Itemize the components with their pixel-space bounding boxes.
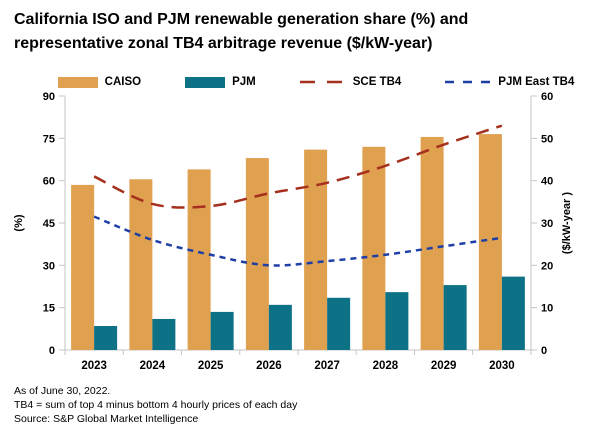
footnote-source: Source: S&P Global Market Intelligence	[14, 413, 199, 425]
right-axis-tick-label: 50	[541, 133, 553, 145]
bar-pjm-2029	[443, 285, 467, 350]
line-sce-tb4	[93, 124, 503, 209]
bar-caiso-2029	[420, 136, 444, 350]
chart-title-line2: representative zonal TB4 arbitrage reven…	[14, 35, 433, 52]
line-pjm-east-tb4	[93, 215, 503, 267]
right-axis-tick-label: 10	[541, 303, 553, 315]
left-axis-title: (%)	[13, 214, 25, 231]
legend-item-sce-tb4: SCE TB4	[299, 76, 402, 88]
bar-caiso-2023	[71, 184, 95, 350]
legend-label-sce-tb4: SCE TB4	[352, 76, 402, 88]
pjm-swatch	[185, 76, 226, 88]
bar-pjm-2025	[210, 311, 234, 350]
right-axis-tick-label: 20	[541, 260, 553, 272]
x-axis-year-label: 2027	[314, 360, 340, 372]
chart-title: California ISO and PJM renewable generat…	[14, 8, 468, 56]
x-axis-year-label: 2024	[140, 360, 166, 372]
footnote-as-of: As of June 30, 2022.	[14, 385, 111, 397]
legend-item-pjm: PJM	[185, 76, 256, 88]
footnote-tb4-definition: TB4 = sum of top 4 minus bottom 4 hourly…	[14, 399, 298, 411]
right-axis-tick-label: 60	[541, 91, 553, 103]
bar-pjm-2027	[327, 297, 351, 350]
legend-label-pjm: PJM	[232, 76, 256, 88]
right-axis-tick-label: 30	[541, 218, 553, 230]
legend-item-pjm-east-tb4: PJM East TB4	[445, 76, 574, 88]
x-axis-year-label: 2028	[373, 360, 399, 372]
bar-caiso-2025	[187, 169, 211, 350]
chart-canvas: 90 75 60 45 30 15 0 60 50 40 30 20 10 0 2023 2024 2025 20…	[13, 91, 573, 372]
bar-pjm-2026	[268, 304, 292, 350]
legend-item-caiso: CAISO	[57, 76, 142, 88]
bar-caiso-2028	[362, 146, 386, 350]
x-axis-year-label: 2025	[198, 360, 224, 372]
bar-pjm-2023	[94, 326, 118, 350]
chart-legend: CAISO PJM SCE TB4 PJM East TB4	[0, 76, 606, 88]
left-axis-tick-label: 15	[43, 303, 55, 315]
bar-caiso-2030	[478, 134, 502, 350]
x-axis-year-label: 2023	[81, 360, 107, 372]
left-axis-tick-label: 90	[43, 91, 55, 103]
bar-caiso-2027	[304, 149, 328, 350]
sce-tb4-line-swatch	[299, 80, 346, 84]
left-axis-tick-label: 30	[43, 260, 55, 272]
bar-pjm-2024	[152, 318, 176, 350]
legend-label-pjm-east-tb4: PJM East TB4	[498, 76, 575, 88]
x-axis-year-label: 2029	[431, 360, 457, 372]
chart-footnotes: As of June 30, 2022. TB4 = sum of top 4 …	[14, 384, 297, 426]
left-axis-tick-label: 75	[43, 133, 55, 145]
pjm-east-tb4-line-swatch	[445, 80, 492, 84]
bar-caiso-2026	[245, 158, 269, 350]
left-axis-tick-label: 45	[43, 218, 55, 230]
chart-title-line1: California ISO and PJM renewable generat…	[14, 11, 469, 28]
bar-pjm-2028	[385, 292, 409, 350]
right-axis-tick-label: 0	[541, 345, 547, 357]
bar-pjm-2030	[501, 276, 525, 350]
caiso-swatch	[57, 76, 98, 88]
right-axis-title: ($/kW-year )	[561, 192, 573, 254]
x-axis-year-label: 2030	[489, 360, 515, 372]
left-axis-tick-label: 60	[43, 176, 55, 188]
bar-caiso-2024	[129, 179, 153, 350]
left-axis-tick-label: 0	[49, 345, 55, 357]
x-axis-year-label: 2026	[256, 360, 282, 372]
right-axis-tick-label: 40	[541, 176, 553, 188]
legend-label-caiso: CAISO	[104, 76, 142, 88]
